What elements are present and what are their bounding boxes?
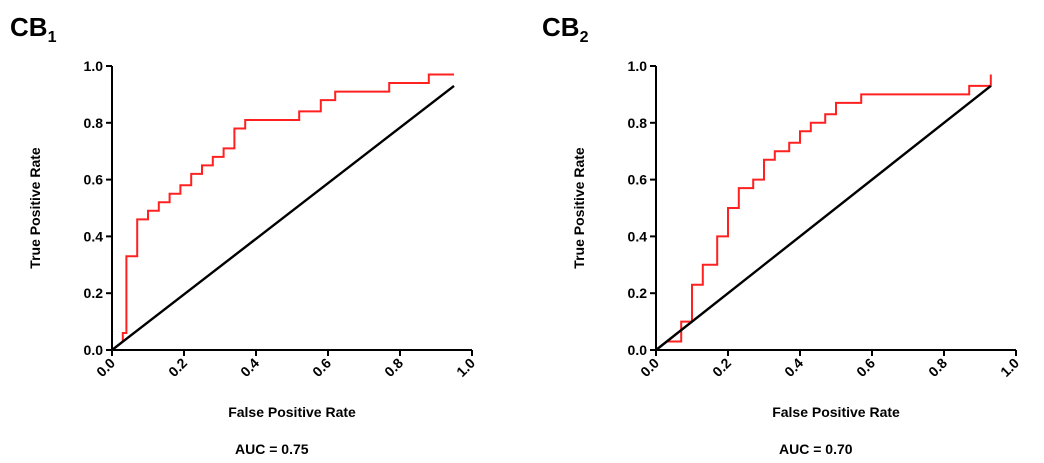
reference-diagonal-line xyxy=(656,86,991,350)
roc-curve-line xyxy=(656,75,991,351)
x-tick-label: 0.2 xyxy=(165,355,190,380)
y-tick-label: 0.8 xyxy=(628,115,648,131)
x-tick-label: 0.0 xyxy=(637,355,662,380)
roc-panel-cb2: CB2 0.0 0.2 0.4 0.6 0.8 1.0 0.0 0.2 0.4 0.6 0.8 1.0… xyxy=(532,0,1044,463)
x-axis-label: False Positive Rate xyxy=(772,404,900,420)
y-tick-label: 0.6 xyxy=(628,172,648,188)
x-tick-label: 1.0 xyxy=(997,355,1022,380)
roc-curve-line xyxy=(112,75,454,351)
auc-annotation: AUC = 0.75 xyxy=(235,441,309,457)
x-tick-label: 0.4 xyxy=(781,355,806,380)
y-tick-label: 0.2 xyxy=(84,285,104,301)
y-tick-label: 1.0 xyxy=(84,58,104,74)
y-tick-label: 0.0 xyxy=(628,342,648,358)
y-tick-label: 0.0 xyxy=(84,342,104,358)
x-tick-label: 0.6 xyxy=(853,355,878,380)
y-axis-label: True Positive Rate xyxy=(571,147,587,269)
roc-chart-cb2: 0.0 0.2 0.4 0.6 0.8 1.0 0.0 0.2 0.4 0.6 0.8 1.0 Fals… xyxy=(532,0,1044,463)
x-tick-label: 1.0 xyxy=(453,355,478,380)
y-tick-label: 0.4 xyxy=(84,228,104,244)
x-axis-label: False Positive Rate xyxy=(228,404,356,420)
roc-chart-cb1: 0.0 0.2 0.4 0.6 0.8 1.0 0.0 0.2 0.4 0.6 0.8 1.0 Fals… xyxy=(0,0,522,463)
x-tick-label: 0.2 xyxy=(709,355,734,380)
reference-diagonal-line xyxy=(112,86,454,350)
roc-panel-cb1: CB1 0.0 0.2 0.4 0.6 0.8 1.0 0.0 0.2 0.4 0.6 0.8 1.0… xyxy=(0,0,522,463)
x-tick-label: 0.8 xyxy=(381,355,406,380)
x-tick-label: 0.6 xyxy=(309,355,334,380)
y-tick-label: 0.4 xyxy=(628,228,648,244)
x-tick-label: 0.0 xyxy=(93,355,118,380)
x-tick-label: 0.4 xyxy=(237,355,262,380)
x-tick-label: 0.8 xyxy=(925,355,950,380)
y-tick-label: 0.8 xyxy=(84,115,104,131)
auc-annotation: AUC = 0.70 xyxy=(779,441,853,457)
y-tick-label: 1.0 xyxy=(628,58,648,74)
y-tick-label: 0.2 xyxy=(628,285,648,301)
y-axis-label: True Positive Rate xyxy=(27,147,43,269)
y-tick-label: 0.6 xyxy=(84,172,104,188)
